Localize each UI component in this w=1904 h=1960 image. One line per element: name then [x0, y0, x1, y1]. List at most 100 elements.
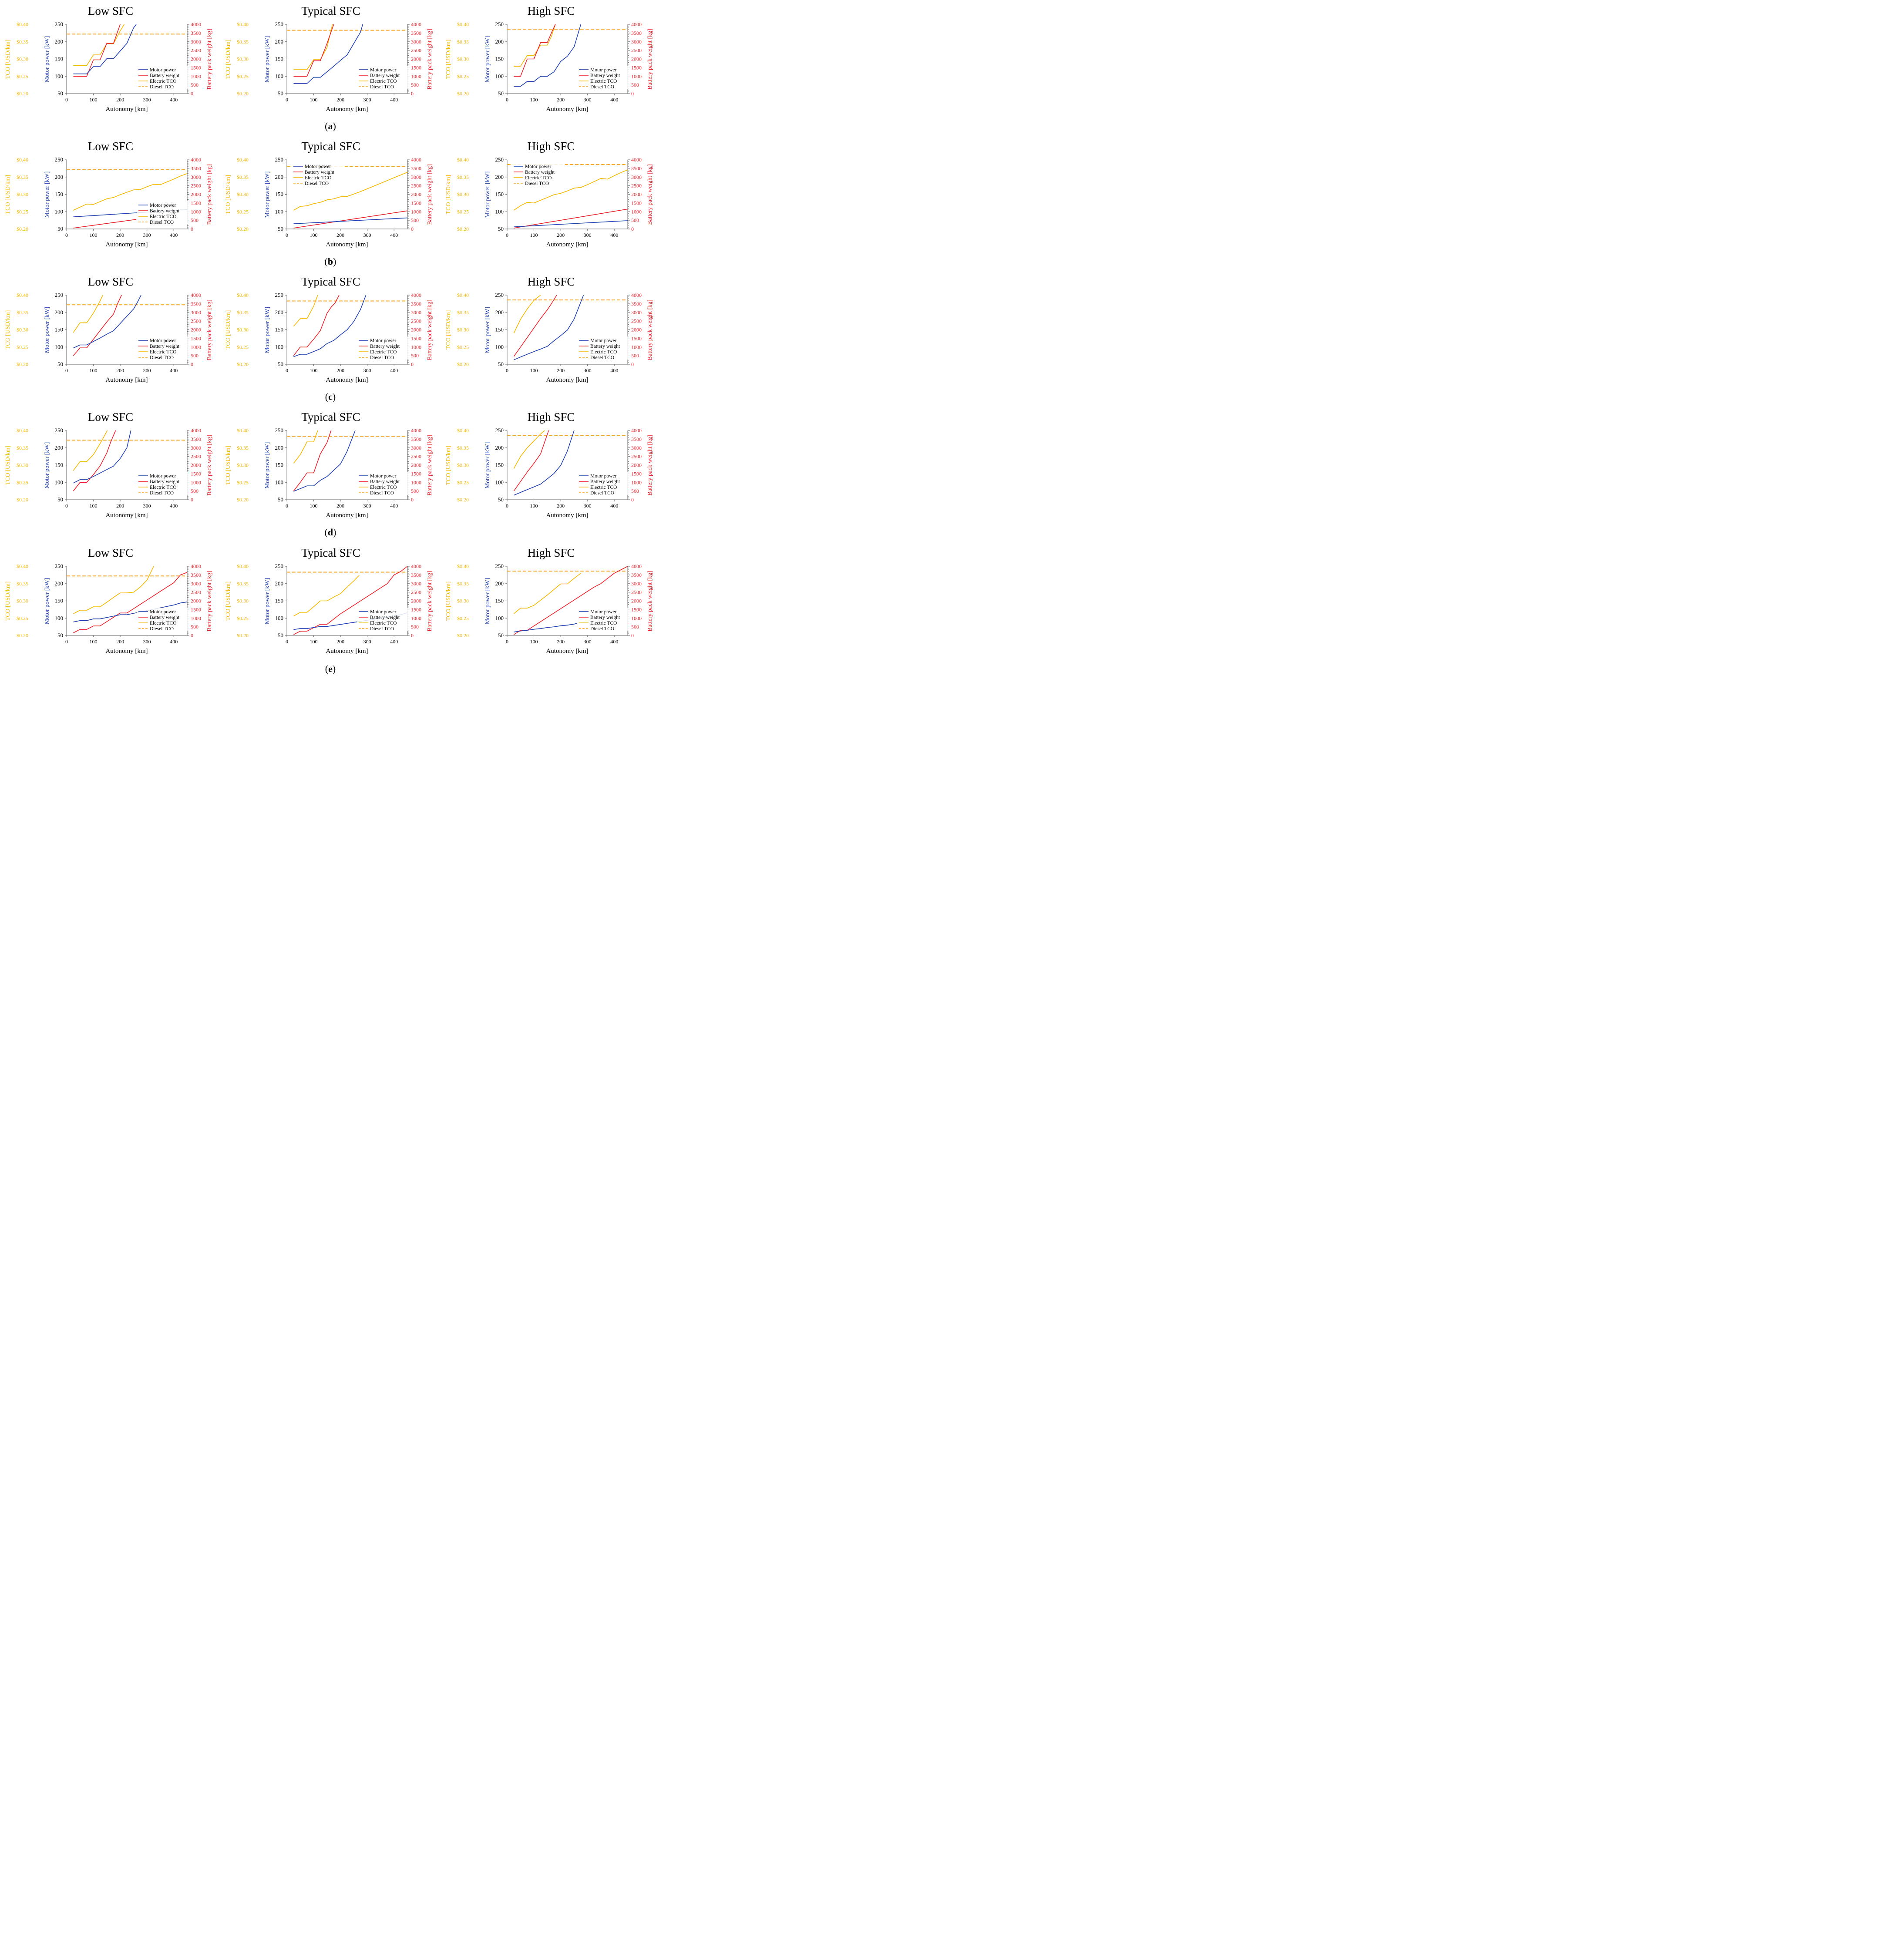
motor-tick-label: 150: [495, 191, 504, 198]
tco-tick-label: $0.30: [237, 462, 249, 468]
tco-tick-label: $0.20: [237, 91, 249, 97]
battery-tick-label: 500: [191, 217, 198, 223]
x-tick-label: 100: [310, 232, 318, 238]
battery-tick-label: 0: [411, 226, 414, 232]
panel-title: Low SFC: [88, 546, 133, 559]
panel-c-2: Typical SFC $0.20 $0.25 $0.30 $0.35 $0.40 TCO …: [225, 275, 433, 383]
x-tick-label: 300: [363, 97, 371, 103]
battery-tick-label: 2000: [191, 462, 201, 468]
motor-tick-label: 200: [55, 309, 64, 316]
battery-tick-label: 2500: [411, 183, 421, 189]
tco-tick-label: $0.25: [457, 208, 469, 215]
battery-tick-label: 0: [191, 91, 193, 97]
x-tick-label: 200: [557, 503, 565, 509]
panel-title: Typical SFC: [301, 4, 360, 17]
motor-tick-label: 250: [275, 156, 284, 163]
battery-tick-label: 3500: [191, 30, 201, 36]
tco-tick-label: $0.20: [237, 226, 249, 232]
battery-weight-line: [73, 24, 121, 77]
battery-tick-label: 3500: [191, 301, 201, 307]
battery-axis-label: Battery pack weight [kg]: [206, 299, 213, 360]
electric-tco-line: [73, 173, 187, 211]
x-tick-label: 100: [530, 503, 538, 509]
legend-battery-weight-label: Battery weight: [150, 479, 180, 484]
x-tick-label: 200: [557, 97, 565, 103]
battery-tick-label: 3500: [191, 572, 201, 578]
legend-diesel-tco-label: Diesel TCO: [370, 355, 394, 360]
motor-tick-label: 250: [55, 563, 64, 569]
battery-weight-line: [293, 295, 340, 356]
motor-axis-label: Motor power [kW]: [264, 36, 271, 83]
panel-a-1: Low SFC $0.20 $0.25 $0.30 $0.35 $0.40 TCO [USD…: [5, 4, 213, 113]
x-tick-label: 300: [143, 367, 151, 373]
battery-tick-label: 0: [631, 361, 634, 367]
x-tick-label: 400: [390, 367, 398, 373]
motor-tick-label: 250: [55, 292, 64, 298]
motor-power-line: [73, 430, 131, 484]
tco-tick-label: $0.35: [237, 581, 249, 587]
x-tick-label: 400: [610, 639, 618, 645]
row-letter: d: [328, 527, 333, 538]
legend-motor-power-label: Motor power: [150, 474, 176, 479]
battery-tick-label: 1500: [631, 200, 642, 206]
legend-diesel-tco-label: Diesel TCO: [590, 491, 614, 496]
motor-tick-label: 150: [495, 326, 504, 333]
x-axis-label: Autonomy [km]: [326, 106, 368, 113]
legend-electric-tco-label: Electric TCO: [150, 350, 176, 355]
battery-tick-label: 2000: [631, 327, 642, 333]
battery-tick-label: 2000: [191, 192, 201, 198]
motor-axis-label: Motor power [kW]: [44, 171, 50, 218]
battery-tick-label: 3500: [411, 301, 421, 307]
x-tick-label: 0: [65, 503, 68, 509]
x-tick-label: 100: [310, 367, 318, 373]
tco-tick-label: $0.25: [237, 208, 249, 215]
motor-tick-label: 200: [495, 580, 504, 587]
battery-tick-label: 0: [631, 497, 634, 503]
legend-motor-power-label: Motor power: [590, 67, 617, 73]
motor-tick-label: 100: [495, 73, 504, 79]
motor-tick-label: 200: [55, 580, 64, 587]
legend-motor-power-label: Motor power: [590, 338, 617, 343]
tco-axis-label: TCO [USD/km]: [225, 446, 232, 485]
x-tick-label: 400: [170, 232, 178, 238]
battery-tick-label: 4000: [191, 427, 201, 434]
battery-tick-label: 4000: [411, 427, 421, 434]
legend-motor-power-label: Motor power: [525, 164, 552, 169]
motor-tick-label: 50: [498, 90, 504, 97]
motor-power-line: [73, 24, 137, 74]
x-tick-label: 100: [310, 97, 318, 103]
battery-tick-label: 3000: [411, 309, 421, 316]
x-axis-label: Autonomy [km]: [546, 512, 588, 519]
legend-diesel-tco-label: Diesel TCO: [370, 491, 394, 496]
motor-tick-label: 100: [55, 343, 64, 350]
legend-diesel-tco-label: Diesel TCO: [150, 355, 174, 360]
motor-tick-label: 50: [498, 496, 504, 503]
panel-b-2: Typical SFC $0.20 $0.25 $0.30 $0.35 $0.40 TCO …: [225, 140, 433, 248]
electric-tco-line: [513, 430, 545, 469]
x-tick-label: 0: [65, 367, 68, 373]
tco-tick-label: $0.25: [17, 344, 28, 350]
battery-tick-label: 0: [411, 497, 414, 503]
motor-power-line: [514, 220, 628, 227]
tco-tick-label: $0.35: [457, 309, 469, 316]
tco-tick-label: $0.30: [457, 56, 469, 62]
legend-diesel-tco-label: Diesel TCO: [150, 84, 174, 90]
paren: ): [333, 663, 336, 674]
panel-title: High SFC: [528, 4, 575, 17]
x-tick-label: 300: [584, 97, 592, 103]
battery-tick-label: 1000: [631, 73, 642, 79]
x-tick-label: 400: [170, 503, 178, 509]
electric-tco-line: [513, 573, 581, 614]
plot-area: [287, 24, 407, 84]
battery-weight-line: [73, 572, 187, 633]
motor-tick-label: 50: [57, 632, 63, 639]
tco-tick-label: $0.35: [457, 581, 469, 587]
x-tick-label: 400: [170, 367, 178, 373]
battery-axis-label: Battery pack weight [kg]: [647, 164, 653, 225]
battery-tick-label: 4000: [411, 563, 421, 569]
battery-tick-label: 3500: [411, 436, 421, 442]
row-letter: c: [328, 391, 333, 402]
